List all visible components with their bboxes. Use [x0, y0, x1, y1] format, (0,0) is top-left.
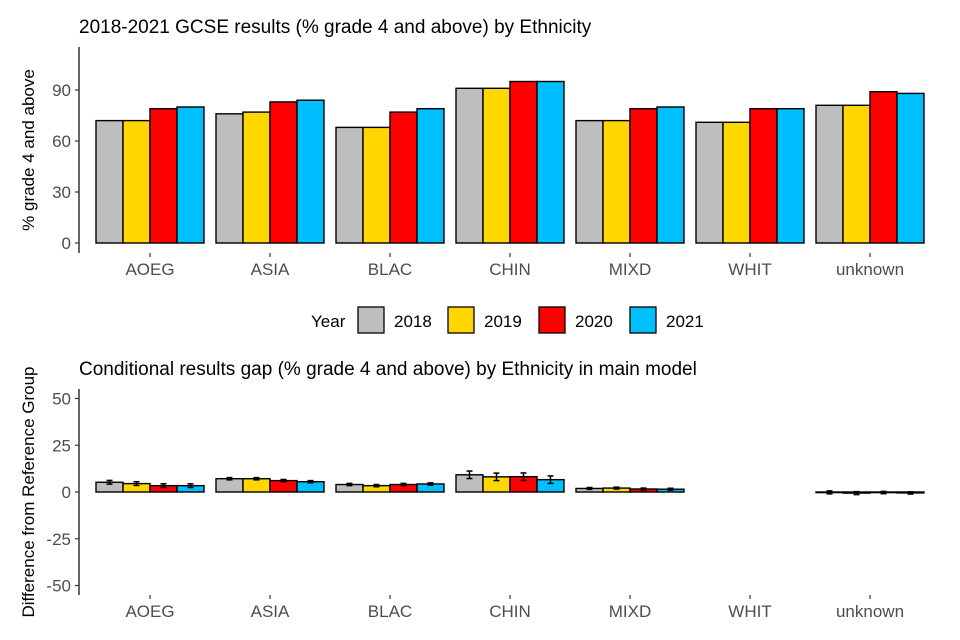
bar-aoeg-2019 [122, 119, 151, 244]
bar-whit-2018 [695, 121, 724, 244]
error-bar-mixd-2020 [640, 487, 647, 491]
x-tick-label: WHIT [728, 602, 771, 621]
y-axis-label-bottom: Difference from Reference Group [19, 366, 38, 617]
bar-chin-2020 [509, 80, 538, 244]
legend-swatch [357, 306, 385, 334]
x-tick-label: AOEG [125, 602, 174, 621]
legend-label: 2019 [484, 312, 522, 331]
y-tick-label: 60 [52, 132, 71, 151]
bar-mixd-2020 [629, 107, 658, 244]
y-tick-label: 30 [52, 183, 71, 202]
error-bar-unknown-2018 [826, 490, 833, 495]
legend-title: Year [311, 312, 346, 331]
bar-blac-2019 [362, 126, 391, 244]
error-bar-chin-2020 [520, 472, 527, 482]
x-tick-label: unknown [836, 602, 904, 621]
bar-aoeg-2018 [95, 119, 124, 244]
x-tick-label: unknown [836, 260, 904, 279]
error-bar-aoeg-2018 [106, 479, 113, 485]
x-tick-label: WHIT [728, 260, 771, 279]
error-bar-chin-2021 [547, 475, 554, 485]
panel-gcse-results: 2018-2021 GCSE results (% grade 4 and ab… [19, 17, 925, 279]
error-bar-asia-2021 [307, 479, 314, 484]
error-bar-chin-2019 [493, 472, 500, 482]
bar-asia-2018 [215, 478, 244, 493]
legend-swatch [447, 306, 475, 334]
bar-asia-2019 [242, 478, 271, 493]
error-bar-blac-2019 [373, 483, 380, 488]
y-tick-label: -25 [46, 530, 71, 549]
legend-label: 2018 [394, 312, 432, 331]
y-tick-label: 25 [52, 436, 71, 455]
legend-label: 2020 [575, 312, 613, 331]
error-bar-mixd-2019 [613, 486, 620, 490]
x-tick-label: BLAC [368, 602, 412, 621]
error-bar-blac-2020 [400, 482, 407, 487]
legend: Year 2018 2019 2020 2021 [311, 306, 704, 334]
error-bar-chin-2018 [466, 470, 473, 480]
bar-unknown-2021 [896, 92, 925, 244]
y-axis-label-top: % grade 4 and above [19, 69, 38, 231]
chart-title-bottom: Conditional results gap (% grade 4 and a… [79, 359, 697, 380]
error-bar-asia-2019 [253, 476, 260, 481]
error-bar-unknown-2019 [853, 490, 860, 496]
legend-swatch [538, 306, 566, 334]
x-tick-label: MIXD [609, 260, 652, 279]
y-tick-label: 50 [52, 390, 71, 409]
bar-chin-2021 [536, 80, 565, 244]
bar-mixd-2018 [575, 119, 604, 244]
bar-mixd-2021 [656, 106, 685, 244]
bar-asia-2021 [296, 99, 325, 244]
bar-unknown-2019 [842, 104, 871, 244]
bar-blac-2020 [389, 111, 418, 244]
x-tick-label: CHIN [489, 260, 531, 279]
error-bar-asia-2020 [280, 478, 287, 483]
bar-whit-2021 [776, 107, 805, 244]
y-tick-label: 90 [52, 81, 71, 100]
error-bar-unknown-2020 [880, 490, 887, 495]
error-bar-blac-2018 [346, 482, 353, 487]
panel-results-gap: Conditional results gap (% grade 4 and a… [19, 359, 925, 621]
bar-whit-2020 [749, 107, 778, 244]
bar-aoeg-2020 [149, 107, 178, 244]
x-tick-label: CHIN [489, 602, 531, 621]
error-bar-unknown-2021 [907, 491, 914, 495]
legend-label: 2021 [666, 312, 704, 331]
bar-blac-2018 [335, 126, 364, 244]
x-tick-label: ASIA [251, 260, 290, 279]
bar-unknown-2018 [815, 104, 844, 244]
error-bar-aoeg-2021 [187, 483, 194, 489]
bar-chin-2019 [482, 87, 511, 244]
error-bar-mixd-2021 [667, 487, 674, 491]
y-tick-label: -50 [46, 577, 71, 596]
legend-item-2021: 2021 [629, 306, 704, 334]
bar-asia-2018 [215, 113, 244, 244]
bar-whit-2019 [722, 121, 751, 244]
error-bar-blac-2021 [427, 482, 434, 486]
legend-item-2019: 2019 [447, 306, 522, 334]
legend-item-2018: 2018 [357, 306, 432, 334]
chart-title-top: 2018-2021 GCSE results (% grade 4 and ab… [79, 17, 592, 38]
error-bar-aoeg-2020 [160, 483, 167, 489]
x-tick-label: MIXD [609, 602, 652, 621]
bar-chin-2018 [455, 87, 484, 244]
bar-asia-2019 [242, 111, 271, 244]
error-bar-aoeg-2019 [133, 480, 140, 487]
legend-item-2020: 2020 [538, 306, 613, 334]
y-tick-label: 0 [62, 483, 71, 502]
bar-blac-2021 [416, 107, 445, 244]
bar-aoeg-2021 [176, 106, 205, 244]
bar-asia-2020 [269, 101, 298, 244]
bar-mixd-2019 [602, 119, 631, 244]
x-tick-label: BLAC [368, 260, 412, 279]
y-tick-label: 0 [62, 234, 71, 253]
error-bar-asia-2018 [226, 476, 233, 481]
legend-swatch [629, 306, 657, 334]
x-tick-label: AOEG [125, 260, 174, 279]
bar-unknown-2020 [869, 90, 898, 244]
error-bar-mixd-2018 [586, 486, 593, 491]
x-tick-label: ASIA [251, 602, 290, 621]
